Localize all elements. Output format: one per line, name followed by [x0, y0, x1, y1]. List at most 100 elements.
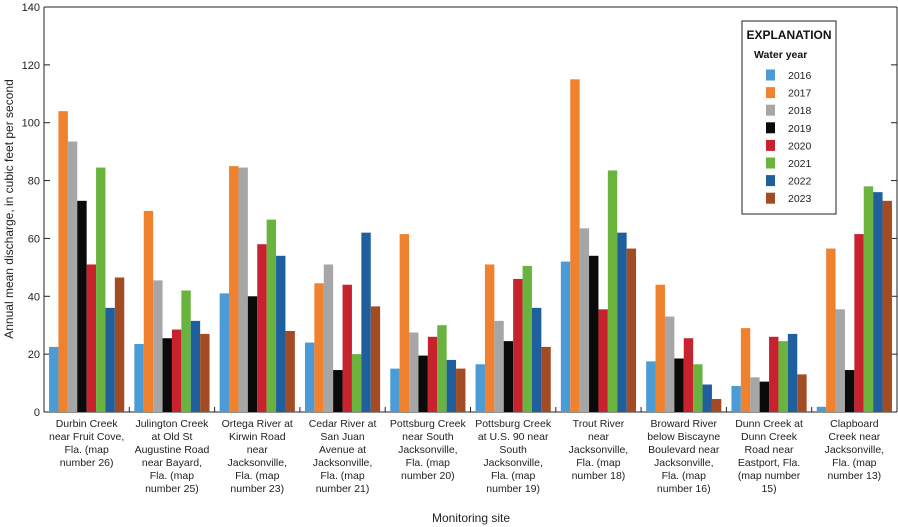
bar-2016-site-1	[49, 346, 59, 412]
legend-swatch-2022	[766, 175, 775, 187]
bar-2020-site-7	[598, 309, 608, 412]
bar-2018-site-1	[67, 141, 78, 412]
y-tick-label: 80	[28, 176, 40, 188]
legend-label-2020: 2020	[788, 140, 812, 152]
legend-swatch-2023	[766, 192, 775, 204]
legend-swatch-2021	[766, 157, 775, 169]
bar-2020-site-8	[683, 338, 694, 412]
legend-swatch-2018	[766, 104, 775, 116]
legend-label-2019: 2019	[788, 123, 812, 135]
bar-2021-site-4	[351, 354, 362, 412]
legend: EXPLANATION Water year 20162017201820192…	[741, 20, 837, 215]
y-tick-label: 100	[22, 118, 40, 130]
x-category-label: Clapboard Creek near Jacksonville, Fla. (ma…	[825, 418, 885, 482]
bar-2018-site-2	[153, 280, 163, 413]
legend-label-2018: 2018	[788, 105, 812, 117]
bar-2016-site-3	[219, 293, 230, 412]
bar-2017-site-8	[655, 284, 665, 412]
bar-2021-site-2	[181, 290, 191, 412]
bar-2022-site-7	[617, 232, 627, 412]
legend-label-2022: 2022	[788, 176, 812, 188]
bar-2022-site-2	[190, 320, 201, 413]
x-category-label: Broward River below Biscayne Boulevard nea…	[647, 418, 720, 495]
bar-2020-site-3	[257, 244, 267, 412]
legend-items: 2016 2017 2018 2019 2020 2021 2022 2023	[766, 69, 812, 205]
bar-2019-site-2	[162, 338, 172, 412]
bar-2016-site-8	[646, 361, 656, 413]
bar-2021-site-10	[863, 186, 874, 412]
y-tick-label: 40	[28, 291, 40, 303]
bar-2017-site-6	[484, 264, 495, 412]
x-category-label: Durbin Creek near Fruit Cove, Fla. (map num…	[49, 418, 124, 469]
x-category-label: Julington Creek at Old St Augustine Road ne…	[135, 418, 210, 495]
bar-2023-site-3	[285, 331, 295, 412]
bar-2019-site-4	[333, 370, 343, 412]
bar-2022-site-3	[276, 255, 286, 412]
bar-2018-site-9	[750, 377, 760, 412]
bar-2021-site-3	[266, 219, 277, 413]
bar-2018-site-5	[409, 332, 419, 412]
bar-2017-site-5	[399, 234, 410, 412]
bar-2020-site-1	[86, 264, 97, 412]
bar-2018-site-4	[323, 264, 334, 412]
x-category-label: Pottsburg Creek near South Jacksonville, Fl…	[390, 418, 467, 482]
bar-2016-site-5	[390, 368, 400, 412]
bar-2020-site-6	[513, 278, 523, 412]
bar-2019-site-6	[503, 341, 514, 413]
y-axis-title: Annual mean discharge, in cubic feet per…	[2, 79, 16, 339]
legend-title: EXPLANATION	[746, 28, 831, 42]
bar-2022-site-1	[105, 307, 115, 412]
bar-2016-site-9	[731, 385, 741, 412]
bar-2023-site-10	[882, 200, 892, 412]
legend-label-2017: 2017	[788, 88, 812, 100]
bar-2021-site-8	[693, 364, 703, 412]
plot-area: 0 20 40 60 80 100 120 140 Durbin Creek near Fruit…	[22, 2, 898, 495]
bar-2022-site-9	[787, 333, 798, 412]
bar-2021-site-9	[778, 341, 788, 413]
x-axis-title: Monitoring site	[432, 511, 510, 525]
bar-2021-site-1	[96, 167, 106, 412]
bar-2018-site-7	[579, 228, 590, 412]
bar-2020-site-9	[769, 336, 779, 412]
bar-2018-site-10	[835, 309, 845, 412]
x-category-label: Cedar River at San Juan Avenue at Jacksonvi…	[309, 418, 377, 495]
bar-2020-site-2	[171, 329, 182, 412]
bar-2020-site-10	[854, 234, 864, 412]
bar-2021-site-7	[607, 170, 618, 412]
bar-2023-site-6	[541, 346, 551, 412]
legend-frame	[741, 20, 837, 215]
bar-2019-site-10	[844, 370, 855, 412]
legend-swatch-2016	[766, 69, 775, 81]
bar-2019-site-3	[247, 296, 258, 412]
bar-2019-site-8	[674, 358, 684, 412]
legend-swatch-2020	[766, 139, 775, 151]
bar-2022-site-4	[361, 232, 371, 412]
bar-2020-site-4	[342, 284, 352, 412]
bar-2023-site-2	[200, 333, 210, 412]
legend-label-2023: 2023	[788, 193, 812, 205]
bar-2023-site-5	[456, 368, 466, 412]
bar-2017-site-7	[570, 79, 580, 412]
legend-swatch-2017	[766, 87, 775, 99]
bar-2016-site-6	[475, 364, 485, 412]
bar-2020-site-5	[427, 336, 438, 412]
bar-2023-site-9	[797, 374, 807, 412]
x-category-label: Pottsburg Creek at U.S. 90 near South Jacks…	[475, 418, 552, 495]
bar-2023-site-1	[114, 277, 125, 412]
bar-2016-site-7	[560, 261, 571, 412]
bar-2016-site-10	[816, 406, 827, 412]
bar-2017-site-1	[58, 111, 68, 412]
bar-2018-site-6	[494, 320, 504, 413]
bar-2021-site-5	[437, 325, 447, 412]
x-category-label: Ortega River at Kirwin Road near Jacksonvil…	[222, 418, 293, 495]
bar-2016-site-4	[304, 342, 315, 412]
bar-2022-site-8	[702, 384, 712, 412]
bar-2019-site-7	[589, 255, 599, 412]
bar-2022-site-5	[446, 359, 457, 412]
legend-label-2016: 2016	[788, 70, 812, 82]
bar-2018-site-3	[238, 167, 248, 412]
y-tick-label: 60	[28, 233, 40, 245]
bar-2016-site-2	[134, 344, 144, 412]
bar-2023-site-4	[370, 306, 381, 412]
